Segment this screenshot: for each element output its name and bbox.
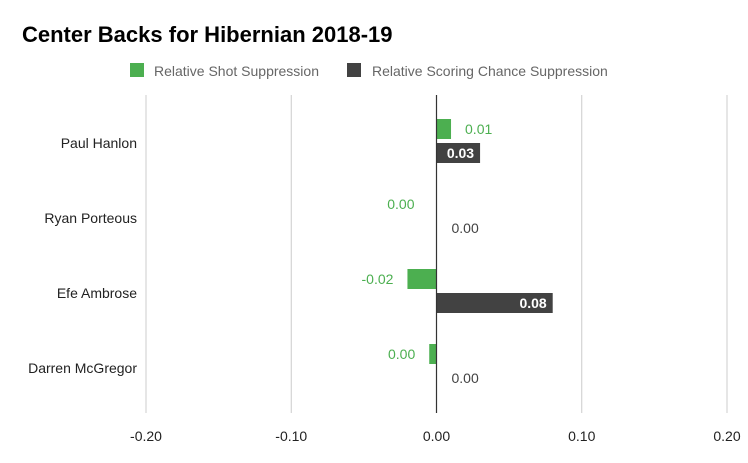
bar-efe-ambrose-scoring-chance-suppression — [436, 293, 553, 313]
data-label-darren-mcgregor-shot-suppression: 0.00 — [388, 346, 415, 362]
x-tick-label-4: 0.20 — [713, 428, 740, 444]
legend-swatch-scoring-chance-suppression — [347, 63, 361, 77]
x-tick-label-0: -0.20 — [130, 428, 162, 444]
legend-label-shot-suppression: Relative Shot Suppression — [154, 63, 319, 79]
legend-label-scoring-chance-suppression: Relative Scoring Chance Suppression — [372, 63, 608, 79]
x-tick-labels: -0.20 -0.10 0.00 0.10 0.20 — [130, 428, 741, 444]
data-label-efe-ambrose-scoring-chance-suppression: 0.08 — [519, 295, 546, 311]
data-label-ryan-porteous-shot-suppression: 0.00 — [387, 196, 414, 212]
data-label-paul-hanlon-scoring-chance-suppression: 0.03 — [447, 145, 474, 161]
gridlines — [145, 95, 728, 413]
legend-swatch-shot-suppression — [130, 63, 144, 77]
data-label-paul-hanlon-shot-suppression: 0.01 — [465, 121, 492, 137]
bar-efe-ambrose-shot-suppression — [407, 269, 437, 289]
data-label-darren-mcgregor-scoring-chance-suppression: 0.00 — [452, 370, 479, 386]
data-labels: 0.01 0.03 0.00 0.00 -0.02 0.08 0.00 0.00 — [362, 121, 547, 386]
x-tick-label-1: -0.10 — [275, 428, 307, 444]
data-label-efe-ambrose-shot-suppression: -0.02 — [362, 271, 394, 287]
chart-title: Center Backs for Hibernian 2018-19 — [22, 22, 393, 47]
x-tick-label-2: 0.00 — [423, 428, 450, 444]
legend: Relative Shot Suppression Relative Scori… — [130, 63, 608, 79]
bar-paul-hanlon-scoring-chance-suppression — [436, 143, 481, 163]
category-label-efe-ambrose: Efe Ambrose — [57, 285, 137, 301]
x-tick-label-3: 0.10 — [568, 428, 595, 444]
category-labels: Paul Hanlon Ryan Porteous Efe Ambrose Darre… — [28, 135, 137, 376]
bars — [407, 119, 553, 364]
category-label-darren-mcgregor: Darren McGregor — [28, 360, 137, 376]
category-label-paul-hanlon: Paul Hanlon — [61, 135, 137, 151]
bar-paul-hanlon-shot-suppression — [436, 119, 452, 139]
data-label-ryan-porteous-scoring-chance-suppression: 0.00 — [452, 220, 479, 236]
bar-darren-mcgregor-shot-suppression — [429, 344, 437, 364]
category-label-ryan-porteous: Ryan Porteous — [44, 210, 137, 226]
